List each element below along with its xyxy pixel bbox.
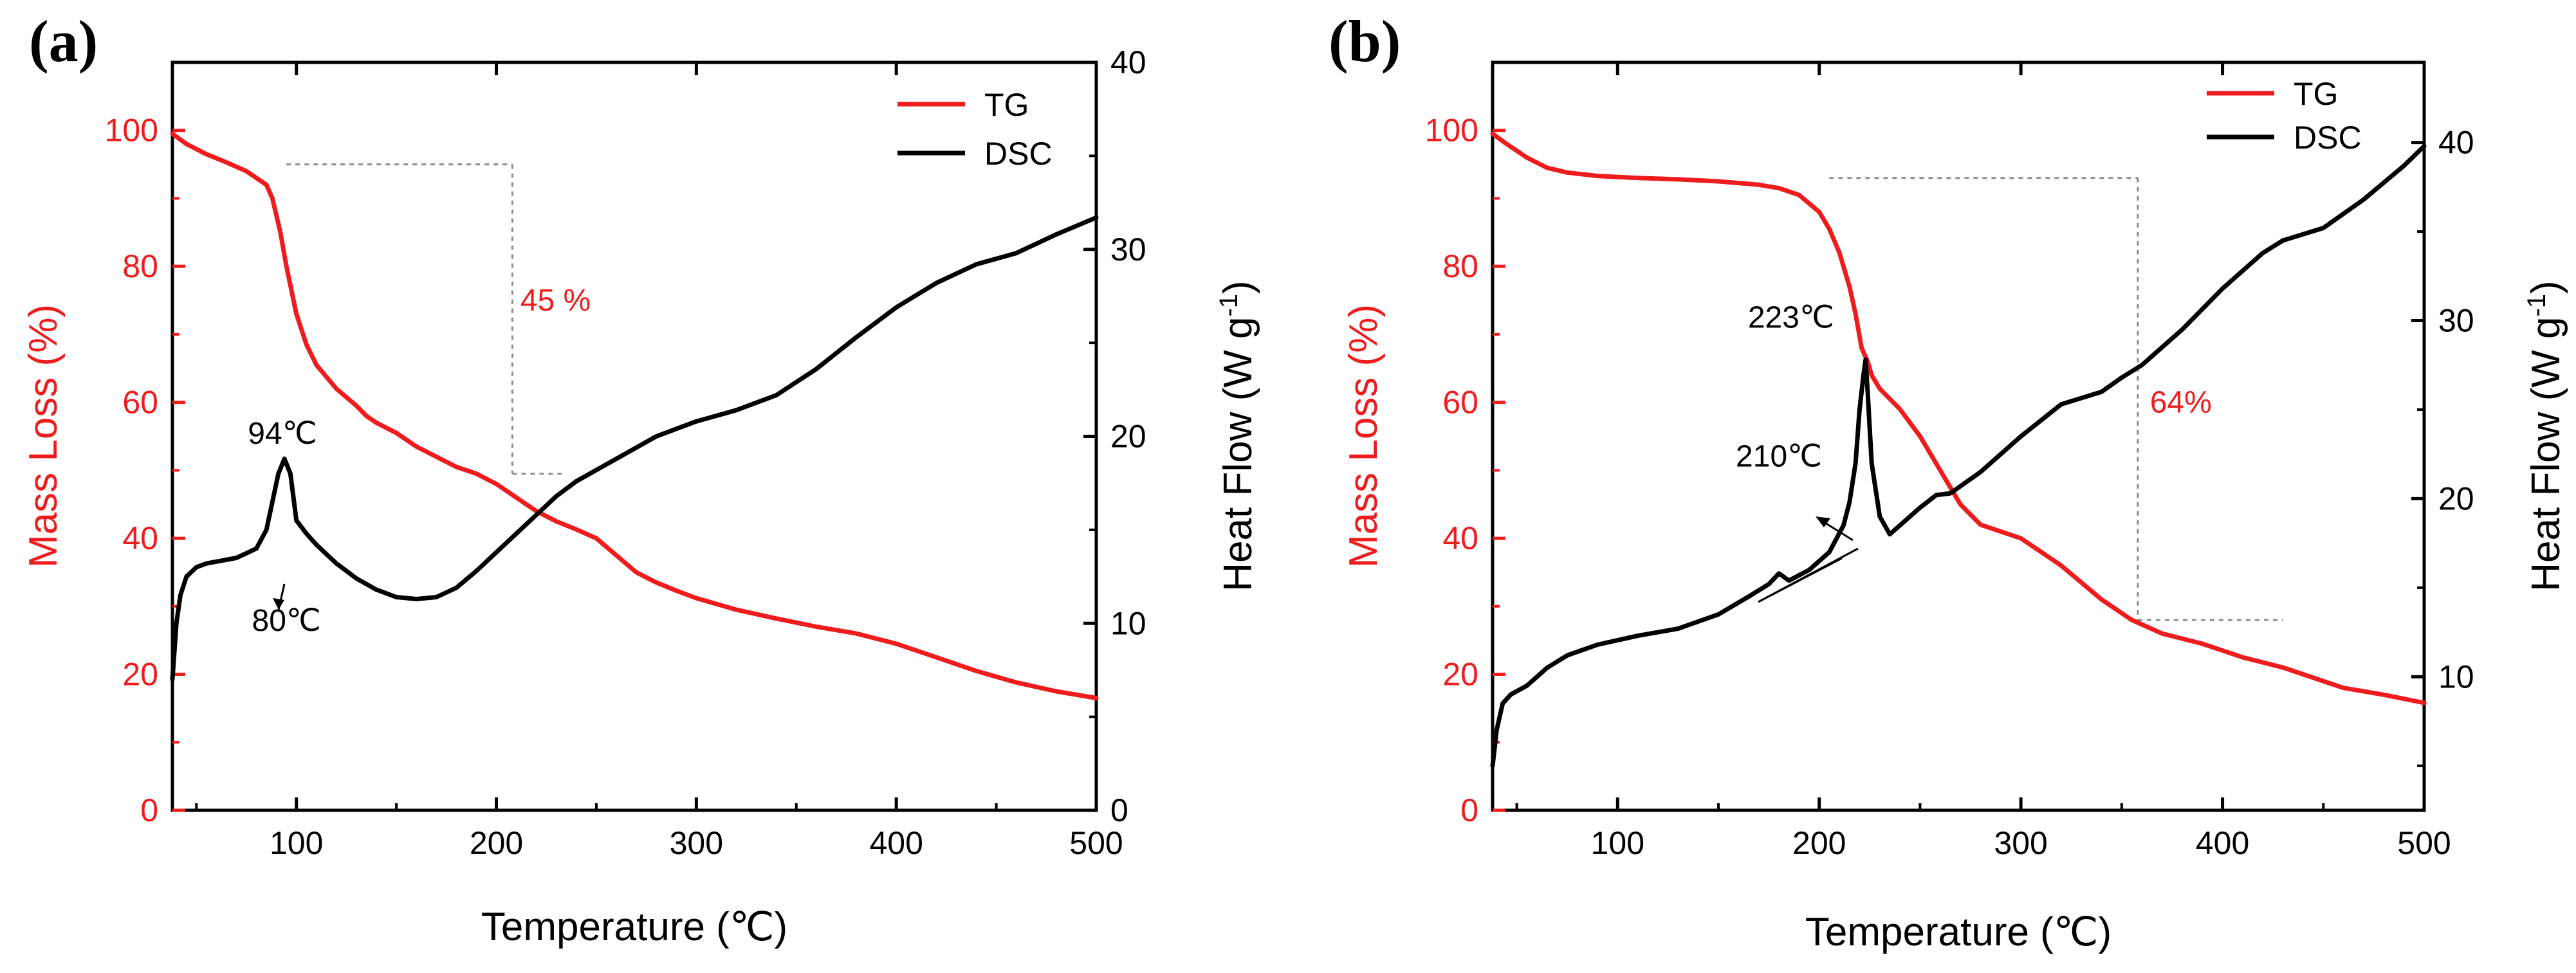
legend-tg-label: TG [984,87,1029,123]
right-tick-label: 20 [1110,419,1146,455]
right-axis-ticks: 10 20 30 40 [2411,125,2474,767]
right-axis-title-sup: -1 [2523,294,2551,317]
x-tick-label: 100 [270,825,323,861]
plot-frame [1491,60,2426,812]
left-axis-ticks: 0 20 40 60 80 100 [105,113,185,828]
x-tick-label: 400 [869,825,923,861]
x-tick-label: 400 [2196,825,2249,861]
legend: TG DSC [2207,76,2362,156]
right-tick-label: 40 [1110,44,1146,80]
left-tick-label: 60 [1442,385,1478,421]
legend: TG DSC [897,87,1053,172]
right-tick-label: 40 [2438,125,2474,161]
series-lines [170,131,1099,700]
legend-dsc-label: DSC [984,136,1053,172]
series-tg-line [1490,131,2427,705]
right-axis-title-sup: -1 [1215,294,1243,317]
left-tick-label: 80 [122,248,158,284]
left-tick-label: 100 [1425,113,1478,149]
left-tick-label: 80 [1442,248,1478,284]
guide-lines [286,163,567,475]
left-tick-label: 40 [122,520,158,556]
right-tick-label: 10 [1110,605,1146,641]
arrowhead-icon [273,598,284,610]
x-axis-ticks: 100 200 300 400 500 [1515,62,2451,861]
right-tick-label: 30 [2438,303,2474,339]
left-tick-label: 40 [1442,520,1478,556]
mass-loss-annotation: 45 % [520,284,591,318]
x-axis-title: Temperature (℃) [481,905,787,949]
onset-annotation-80: 80℃ [252,604,321,638]
right-axis-title-main: Heat Flow (W g [2524,317,2568,592]
peak-annotation-94: 94℃ [248,417,317,451]
right-tick-label: 20 [2438,480,2474,516]
right-tick-label: 0 [1110,792,1128,828]
panel-label: (b) [1329,8,1401,74]
right-axis-title-close: ) [2524,280,2568,294]
x-tick-label: 500 [2397,825,2451,861]
series-lines [1490,131,2427,768]
mass-loss-annotation: 64% [2150,385,2212,419]
right-axis-title-main: Heat Flow (W g [1216,317,1260,592]
series-dsc-line [170,215,1099,682]
x-tick-label: 300 [1994,825,2047,861]
right-tick-label: 30 [1110,232,1146,268]
series-tg-line [170,131,1099,700]
x-axis-title: Temperature (℃) [1805,910,2111,954]
peak-annotation-223: 223℃ [1748,301,1834,335]
chart-panel-a: (a) 100 200 300 400 500 0 20 40 60 80 100 0 10 20 30… [21,8,1260,949]
x-tick-label: 200 [470,825,523,861]
legend-tg-label: TG [2294,76,2338,112]
onset-annotation-210: 210℃ [1736,440,1822,474]
guide-lines [1829,177,2283,621]
left-tick-label: 20 [1442,657,1478,693]
arrowhead-icon [1816,516,1830,527]
right-axis-title: Heat Flow (W g-1) [1215,280,1260,591]
right-axis-title: Heat Flow (W g-1) [2523,280,2568,591]
left-tick-label: 0 [140,792,158,828]
right-axis-title-close: ) [1216,280,1260,294]
x-tick-label: 100 [1591,825,1644,861]
left-tick-label: 0 [1460,792,1478,828]
left-axis-ticks: 0 20 40 60 80 100 [1425,113,1505,828]
annotation-arrow [1821,520,1854,541]
x-tick-label: 200 [1792,825,1846,861]
x-tick-label: 500 [1069,825,1123,861]
x-tick-label: 300 [670,825,723,861]
left-tick-label: 20 [122,657,158,693]
series-dsc-line [1490,143,2427,768]
left-tick-label: 100 [105,113,158,149]
left-tick-label: 60 [122,385,158,421]
tangent-lines [1758,547,1859,603]
right-tick-label: 10 [2438,659,2474,695]
x-axis-ticks: 100 200 300 400 500 [195,62,1123,861]
left-axis-title: Mass Loss (%) [21,304,66,568]
right-axis-ticks: 0 10 20 30 40 [1083,44,1146,828]
legend-dsc-label: DSC [2294,120,2362,156]
chart-panel-b: (b) 100 200 300 400 500 0 20 40 60 80 100 10 20 30 4… [1329,8,2568,954]
left-axis-title: Mass Loss (%) [1341,304,1386,568]
panel-label: (a) [29,8,98,74]
